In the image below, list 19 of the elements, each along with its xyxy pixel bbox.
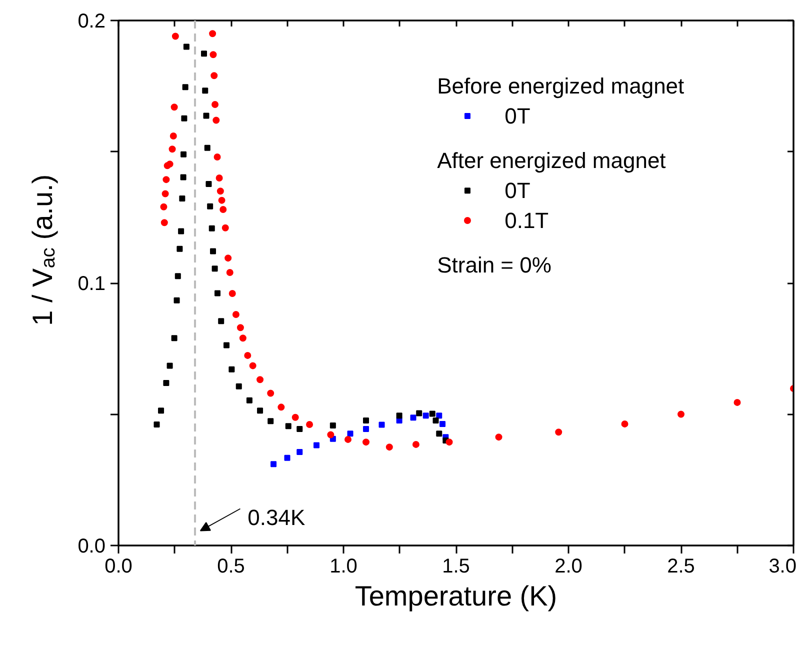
- x-axis-title: Temperature (K): [354, 580, 558, 612]
- x-tick-label: 2.0: [554, 556, 582, 578]
- x-tick-label: 1.0: [330, 556, 358, 578]
- y-tick-label: 0.2: [78, 10, 106, 32]
- legend-label: 0.1T: [504, 208, 549, 234]
- ref-line-label: 0.34K: [248, 505, 306, 530]
- annotation: Strain = 0%: [437, 252, 552, 278]
- y-axis-title: 1 / Vac (a.u.): [27, 174, 60, 326]
- y-tick-label: 0.0: [78, 536, 106, 558]
- legend-label: 0T: [504, 178, 530, 204]
- annotation: Before energized magnet: [437, 74, 684, 99]
- x-tick-label: 3.0: [768, 556, 796, 578]
- x-tick-label: 2.5: [667, 556, 695, 578]
- annotation: After energized magnet: [437, 148, 666, 174]
- x-tick-label: 1.5: [442, 556, 470, 578]
- legend-label: 0T: [504, 104, 530, 129]
- x-tick-label: 0.0: [104, 556, 132, 578]
- y-tick-label: 0.1: [78, 273, 106, 295]
- x-tick-label: 0.5: [217, 556, 245, 578]
